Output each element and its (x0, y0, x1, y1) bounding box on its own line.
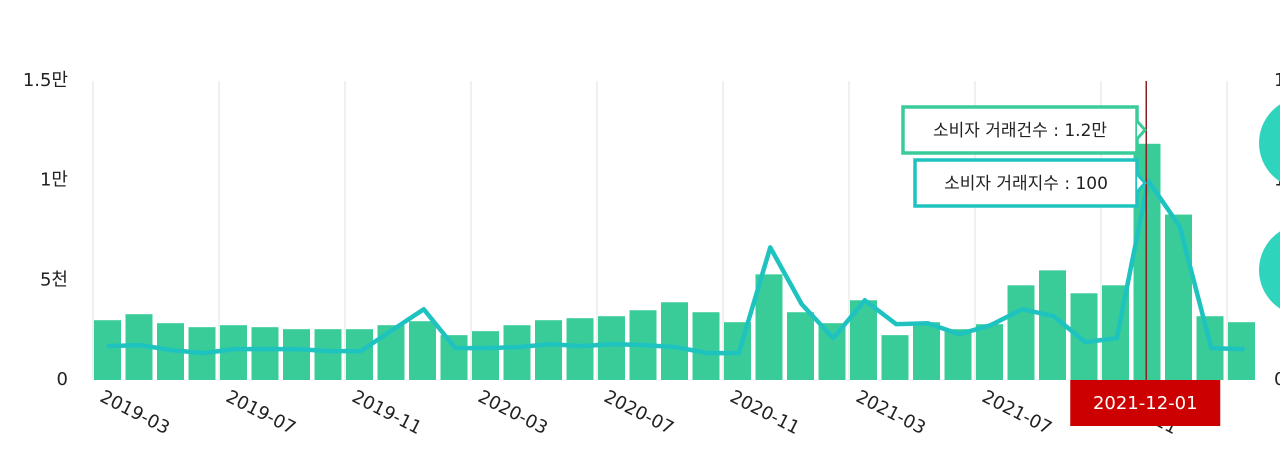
bar (1007, 285, 1035, 380)
bar (944, 329, 972, 380)
crosshair-label: 2021-12-01 (1093, 393, 1198, 414)
x-tick-label: 2021-03 (852, 386, 929, 439)
tooltip-box (901, 105, 1139, 155)
bar (598, 316, 625, 380)
bar (440, 335, 468, 380)
y2-tick-label: 0 (1274, 369, 1280, 390)
bar (535, 320, 562, 380)
tooltip-text: 소비자 거래지수 : 100 (944, 174, 1108, 194)
bar (787, 312, 814, 380)
y2-tick-label: 100 (1274, 170, 1280, 191)
side-button (1259, 231, 1280, 309)
bar (692, 312, 720, 380)
x-tick-label: 2019-03 (96, 386, 173, 439)
crosshair-label-box (1070, 380, 1221, 426)
bar (566, 318, 594, 380)
bar (472, 331, 499, 380)
bar (661, 302, 688, 380)
tooltip-text: 소비자 거래건수 : 1.2만 (933, 121, 1107, 141)
bar (881, 335, 909, 380)
bar (1070, 293, 1098, 380)
bar (346, 329, 373, 380)
bar (314, 329, 342, 380)
side-button (1259, 104, 1280, 182)
bar (755, 274, 783, 380)
line (106, 178, 1245, 356)
x-tick-label: 2020-11 (726, 386, 803, 439)
x-tick-label: 2020-03 (474, 386, 551, 439)
y-tick-label: 1만 (40, 170, 68, 191)
bar (503, 325, 531, 380)
bar (976, 324, 1003, 380)
y-tick-label: 0 (57, 369, 68, 390)
y-tick-label: 1.5만 (23, 70, 68, 91)
bar (283, 329, 310, 380)
bar (1165, 214, 1192, 380)
y2-tick-label: 150 (1274, 70, 1280, 91)
tooltip-arrow (1135, 173, 1148, 193)
bar (409, 321, 436, 380)
bar (818, 323, 846, 380)
y-tick-label: 5천 (40, 269, 68, 290)
bar (94, 320, 121, 380)
tooltip-box (913, 158, 1139, 208)
x-tick-label: 2021-07 (978, 386, 1055, 439)
x-tick-label: 2020-07 (600, 386, 677, 439)
bar (251, 327, 279, 380)
tooltip-arrow (1135, 120, 1148, 140)
x-tick-label: 2019-11 (348, 386, 425, 439)
bar (913, 322, 940, 380)
x-tick-label: 2019-07 (222, 386, 299, 439)
